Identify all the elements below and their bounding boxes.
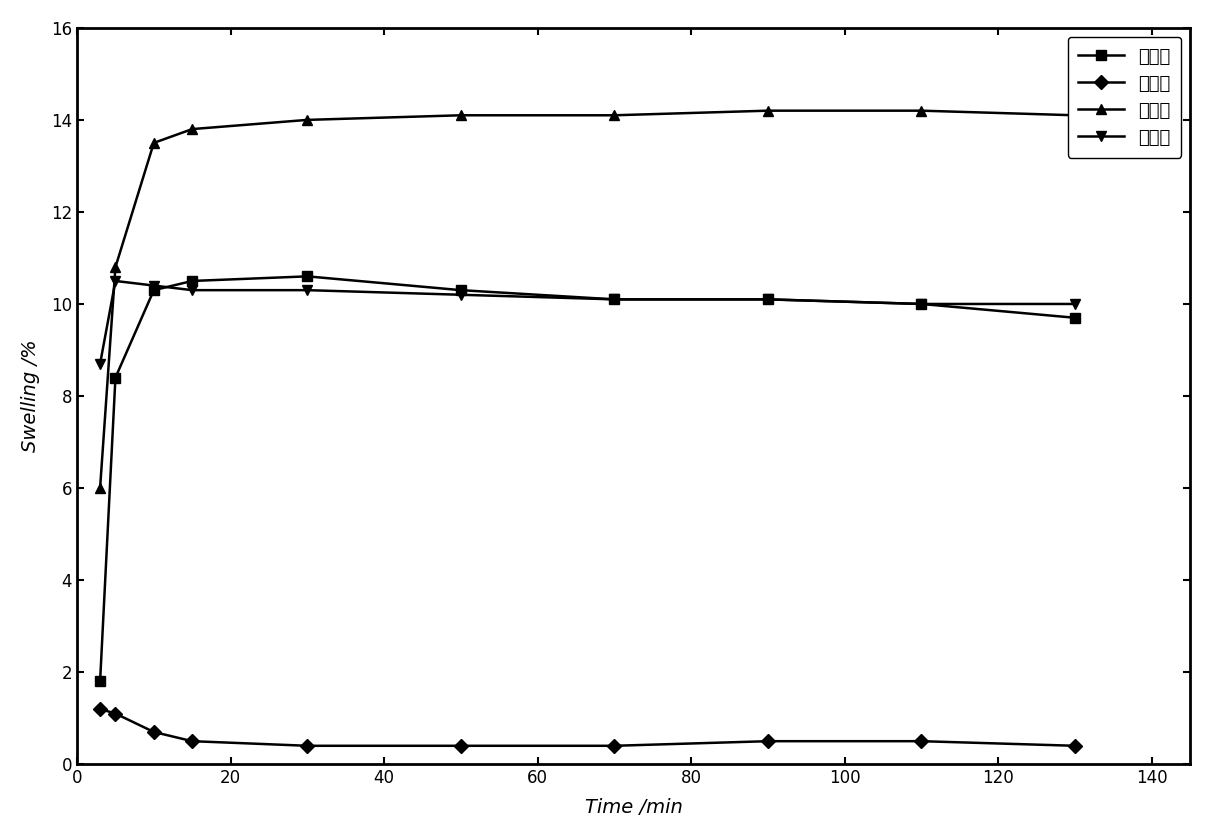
葡萄糖 <box>185 124 200 134</box>
Y-axis label: Swelling /%: Swelling /% <box>21 339 40 453</box>
氯化锇 <box>1068 741 1083 751</box>
葡萄糖 <box>761 106 775 116</box>
氯化钓 <box>914 299 929 309</box>
氯化锇 <box>761 736 775 746</box>
氯化钓 <box>454 285 469 295</box>
葡萄糖 <box>108 262 122 272</box>
氯化锇 <box>185 736 200 746</box>
氯化钓 <box>147 285 161 295</box>
氯化钓 <box>761 294 775 304</box>
氯化钓 <box>607 294 621 304</box>
氯化钓 <box>93 676 108 686</box>
氯化锇 <box>300 741 315 751</box>
氯化钓 <box>300 285 315 295</box>
Line: 氯化锇: 氯化锇 <box>96 704 1080 751</box>
氯化锇 <box>454 741 469 751</box>
葡萄糖 <box>147 138 161 148</box>
X-axis label: Time /min: Time /min <box>585 798 683 817</box>
葡萄糖 <box>93 483 108 493</box>
Line: 氯化钓: 氯化钓 <box>96 276 1080 369</box>
葡萄糖 <box>1068 111 1083 121</box>
氯化钓 <box>185 276 200 286</box>
葡萄糖 <box>914 106 929 116</box>
氯化锇 <box>607 741 621 751</box>
氯化锇 <box>914 736 929 746</box>
葡萄糖 <box>607 111 621 121</box>
氯化钓 <box>108 276 122 286</box>
氯化锇 <box>147 727 161 737</box>
氯化钓 <box>454 290 469 300</box>
氯化钓 <box>93 359 108 369</box>
氯化钓 <box>1068 313 1083 323</box>
葡萄糖 <box>300 115 315 125</box>
氯化钓 <box>914 299 929 309</box>
氯化锇 <box>108 709 122 719</box>
氯化钓 <box>185 285 200 295</box>
氯化钓 <box>147 281 161 291</box>
氯化钓 <box>108 373 122 383</box>
氯化钓 <box>607 294 621 304</box>
Line: 氯化钓: 氯化钓 <box>96 272 1080 686</box>
Line: 葡萄糖: 葡萄糖 <box>96 106 1080 493</box>
氯化钓 <box>761 294 775 304</box>
氯化钓 <box>1068 299 1083 309</box>
氯化锇 <box>93 704 108 714</box>
氯化钓 <box>300 272 315 282</box>
Legend: 氯化钓, 氯化锇, 葡萄糖, 氯化钓: 氯化钓, 氯化锇, 葡萄糖, 氯化钓 <box>1068 37 1181 158</box>
葡萄糖 <box>454 111 469 121</box>
